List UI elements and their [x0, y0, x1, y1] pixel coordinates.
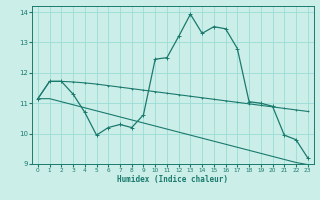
- X-axis label: Humidex (Indice chaleur): Humidex (Indice chaleur): [117, 175, 228, 184]
